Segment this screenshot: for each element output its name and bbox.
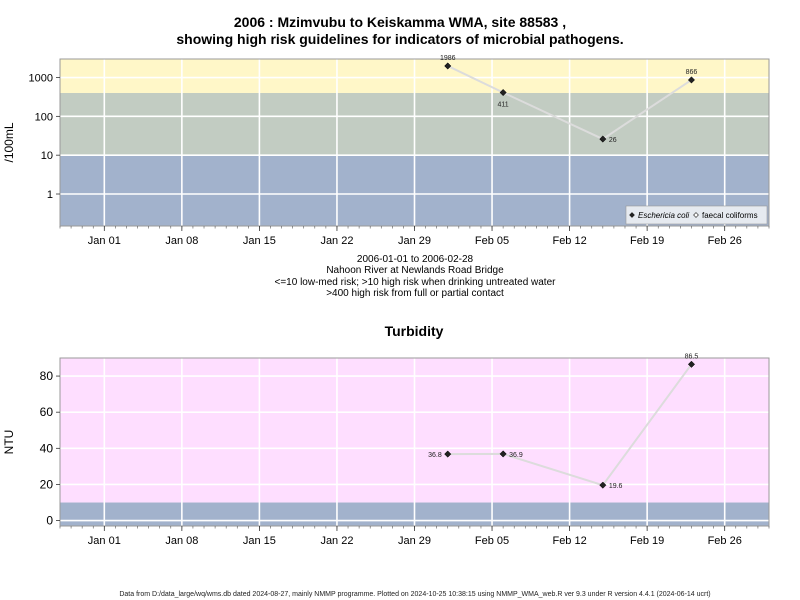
y-tick-label-3: 60 [40, 405, 54, 419]
data-label-0: 1986 [440, 55, 456, 62]
y-tick-label-4: 80 [40, 369, 54, 383]
x-tick-label-1: Jan 08 [165, 235, 198, 247]
turbidity-title: Turbidity [385, 323, 444, 339]
data-label-3: 86.5 [685, 353, 699, 360]
x-tick-label-2: Jan 15 [243, 235, 276, 247]
series-line-0 [447, 65, 693, 141]
x-tick-label-6: Feb 12 [552, 535, 586, 547]
legend-label-0: Eschericia coli [638, 211, 689, 220]
y-tick-label-3: 1000 [29, 73, 53, 85]
x-tick-label-3: Jan 22 [320, 235, 353, 247]
y-tick-label-2: 100 [35, 111, 53, 123]
data-label-1: 36.9 [509, 452, 523, 459]
y-tick-label-1: 10 [41, 150, 53, 162]
x-tick-label-6: Feb 12 [552, 235, 586, 247]
x-tick-label-0: Jan 01 [88, 235, 121, 247]
y-axis-label: /100mL [2, 122, 16, 162]
data-point-3 [687, 360, 696, 368]
x-tick-label-2: Jan 15 [243, 535, 276, 547]
data-point-1 [499, 88, 507, 97]
legend-label-1: faecal coliforms [702, 211, 758, 220]
legend-filled-diamond-icon [629, 212, 635, 218]
caption-line-4: >400 high risk from full or partial cont… [326, 288, 504, 299]
caption-line-1: 2006-01-01 to 2006-02-28 [357, 254, 474, 265]
data-point-3 [687, 76, 696, 84]
data-point-1 [499, 450, 507, 458]
legend-open-diamond-icon [693, 212, 699, 218]
x-tick-label-0: Jan 01 [88, 535, 121, 547]
legend: Eschericia coli faecal coliforms [625, 205, 768, 225]
turbidity-plot: Jan 01 Jan 08 Jan 15 Jan 22 Jan 29 Feb 05 Feb … [2, 353, 770, 547]
y-tick-label-2: 40 [40, 441, 54, 455]
y-axis-label: NTU [2, 430, 16, 455]
chart-title-line2: showing high risk guidelines for indicat… [176, 31, 623, 47]
x-tick-label-5: Feb 05 [475, 535, 509, 547]
data-point-2 [599, 481, 607, 489]
x-tick-label-7: Feb 19 [630, 235, 664, 247]
y-tick-label-1: 20 [40, 477, 54, 491]
data-point-0 [444, 450, 452, 458]
x-tick-label-4: Jan 29 [398, 235, 431, 247]
data-label-3: 866 [686, 69, 698, 76]
footer-note: Data from D:/data_large/wq/wms.db dated … [119, 591, 710, 598]
data-label-1: 411 [498, 102, 509, 109]
x-tick-label-8: Feb 26 [708, 235, 742, 247]
caption-line-3: <=10 low-med risk; >10 high risk when dr… [275, 277, 557, 288]
series-line-0 [447, 363, 693, 487]
data-label-2: 26 [609, 137, 617, 144]
y-tick-label-0: 0 [46, 514, 53, 528]
x-tick-label-7: Feb 19 [630, 535, 664, 547]
y-tick-label-0: 1 [47, 189, 53, 201]
data-point-0 [444, 62, 452, 70]
x-tick-label-4: Jan 29 [398, 535, 431, 547]
data-label-2: 19.6 [609, 483, 623, 490]
ecoli-plot: Jan 01 Jan 08 Jan 15 Jan 22 Jan 29 Feb 05 Feb … [2, 55, 770, 247]
x-tick-label-5: Feb 05 [475, 235, 509, 247]
chart-title-line1: 2006 : Mzimvubu to Keiskamma WMA, site 8… [234, 14, 566, 30]
data-point-2 [599, 135, 607, 143]
x-tick-label-3: Jan 22 [320, 535, 353, 547]
data-label-0: 36.8 [428, 452, 442, 459]
x-tick-label-1: Jan 08 [165, 535, 198, 547]
x-tick-label-8: Feb 26 [708, 535, 742, 547]
caption-line-2: Nahoon River at Newlands Road Bridge [326, 265, 504, 276]
